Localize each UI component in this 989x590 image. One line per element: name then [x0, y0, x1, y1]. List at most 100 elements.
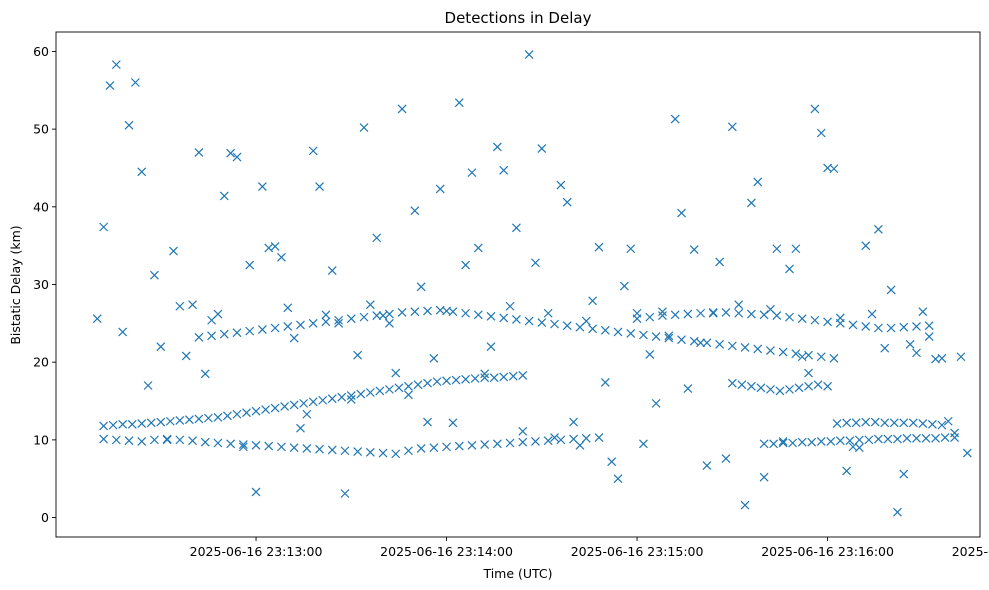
x-axis: 2025-06-16 23:13:00 2025-06-16 23:14:00 20…: [190, 537, 989, 559]
plot-axes: [55, 31, 981, 538]
data-point: [829, 164, 839, 174]
data-point-track-d: [746, 309, 756, 319]
data-point: [346, 395, 356, 404]
data-point: [924, 332, 934, 341]
data-point: [378, 311, 388, 321]
x-tick-label: 2025-06-16 23:17:00: [952, 544, 989, 559]
data-point-track-e: [854, 435, 864, 445]
data-point-track-a: [375, 386, 385, 396]
data-point-track-b: [264, 441, 274, 451]
data-point-track-f: [794, 383, 804, 393]
data-point: [632, 308, 642, 318]
data-point-track-f: [756, 383, 766, 393]
data-point-track-c: [397, 308, 407, 317]
data-point: [613, 474, 623, 484]
data-point-track-d: [899, 322, 909, 332]
data-point: [638, 439, 648, 449]
data-point: [92, 314, 102, 324]
data-point-track-b: [150, 435, 159, 445]
data-point-track-c: [372, 311, 382, 321]
x-tick-label: 2025-06-16 23:14:00: [380, 544, 513, 559]
data-point: [150, 270, 159, 280]
data-point: [740, 500, 750, 510]
y-tick-label: 40: [33, 199, 49, 214]
data-point-track-e: [759, 439, 769, 449]
data-point: [543, 308, 553, 318]
data-point-track-a: [461, 374, 471, 384]
data-point-track-d: [645, 312, 655, 322]
data-point-track-a: [432, 377, 442, 387]
data-point-track-d: [848, 320, 858, 330]
data-point-track-c: [257, 325, 267, 334]
data-point: [531, 258, 540, 268]
data-point: [486, 342, 496, 352]
data-point: [404, 390, 413, 400]
x-tick-label: 2025-06-16 23:15:00: [571, 544, 704, 559]
data-point-track-b: [213, 438, 223, 448]
data-point-track-f: [927, 419, 937, 429]
data-point-track-a: [413, 380, 423, 390]
data-point-track-c: [753, 344, 763, 354]
data-point: [505, 301, 515, 311]
data-point: [746, 198, 756, 208]
data-point-track-b: [251, 440, 261, 450]
data-point-track-a: [470, 374, 480, 383]
data-point-track-f: [889, 418, 899, 428]
data-point: [277, 252, 286, 262]
data-point-track-d: [912, 322, 921, 331]
data-point-track-d: [670, 310, 680, 320]
data-point-track-c: [600, 325, 610, 335]
data-point-track-d: [658, 311, 667, 321]
data-point: [137, 167, 147, 177]
data-point-track-b: [429, 443, 439, 453]
y-tick-label: 60: [33, 44, 49, 59]
data-point: [327, 266, 337, 275]
data-point-track-c: [334, 315, 344, 325]
data-point-track-b: [277, 442, 286, 452]
data-point-track-c: [778, 347, 788, 357]
data-point: [124, 120, 134, 130]
data-point: [727, 122, 737, 132]
data-point: [257, 182, 267, 192]
y-tick-label: 20: [33, 355, 49, 370]
data-point-track-a: [127, 419, 137, 429]
data-point-track-c: [677, 335, 686, 345]
data-point-track-c: [308, 318, 318, 328]
data-point-track-c: [423, 306, 432, 316]
data-point-track-c: [562, 321, 572, 331]
x-tick-label: 2025-06-16 23:16:00: [761, 544, 894, 559]
data-point: [365, 300, 375, 310]
data-point: [689, 245, 699, 254]
data-point: [842, 466, 852, 476]
data-point: [785, 264, 794, 274]
data-point-track-c: [499, 313, 509, 323]
data-point-track-c: [321, 317, 331, 327]
data-point: [143, 381, 153, 390]
data-point-track-a: [365, 388, 375, 397]
y-tick-label: 10: [33, 432, 49, 447]
data-point-track-a: [203, 413, 213, 423]
data-point-track-e: [816, 437, 826, 446]
data-point-track-b: [556, 435, 566, 445]
data-point: [232, 152, 242, 162]
data-point-track-b: [416, 444, 426, 453]
data-point-track-a: [404, 381, 413, 391]
data-point: [194, 147, 204, 157]
data-point-track-a: [384, 384, 394, 394]
data-point-track-a: [299, 398, 309, 408]
data-point-track-e: [778, 438, 788, 448]
data-point-track-d: [924, 321, 934, 331]
data-point: [238, 442, 248, 452]
data-point: [607, 457, 617, 467]
data-point: [423, 417, 432, 427]
y-tick-label: 50: [33, 122, 49, 137]
data-point: [359, 123, 369, 132]
data-point-track-a: [242, 408, 251, 418]
data-point: [480, 369, 490, 379]
data-point-track-c: [791, 349, 801, 359]
data-point-track-f: [737, 380, 747, 390]
data-point: [734, 300, 744, 310]
data-point: [861, 241, 871, 251]
data-point: [899, 469, 909, 479]
data-point: [950, 428, 960, 438]
